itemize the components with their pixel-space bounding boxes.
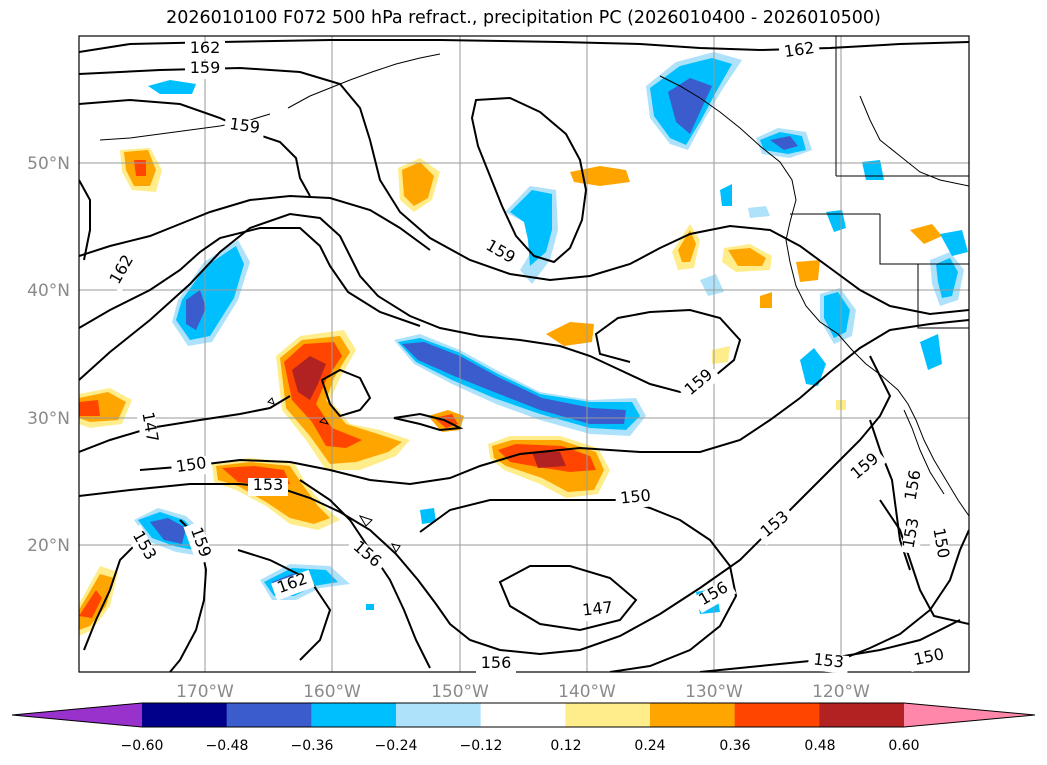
coast-alaska-peninsula xyxy=(287,53,441,109)
hawaiian-islands xyxy=(267,397,401,553)
shade-negative-southwest xyxy=(134,508,206,556)
contour-edge-west xyxy=(79,179,91,261)
colorbar-tick-label: 0.36 xyxy=(719,738,750,754)
colorbar-segment xyxy=(480,703,566,727)
colorbar-tick-label: 0.12 xyxy=(550,738,581,754)
map-title: 2026010100 F072 500 hPa refract., precip… xyxy=(166,8,881,28)
contour-label: 153 xyxy=(812,649,844,671)
contour-156-east xyxy=(879,499,969,625)
colorbar-segment xyxy=(226,703,312,727)
lon-tick-label: 130°W xyxy=(685,682,743,702)
colorbar-labels: −0.60 −0.48 −0.36 −0.24 −0.12 0.12 0.24 … xyxy=(121,738,920,754)
contour-150-center xyxy=(139,319,969,486)
coast-baja xyxy=(903,409,945,495)
colorbar-tick-label: 0.24 xyxy=(634,738,665,754)
lon-tick-label: 140°W xyxy=(558,682,616,702)
lat-tick-label: 40°N xyxy=(27,281,70,301)
colorbar-segment xyxy=(819,703,905,727)
contour-162-southwest xyxy=(237,549,332,661)
colorbar-segment xyxy=(650,703,736,727)
lat-tick-label: 30°N xyxy=(27,409,70,429)
colorbar-segment xyxy=(565,703,651,727)
colorbar-segment xyxy=(142,703,228,727)
colorbar-tick-label: −0.24 xyxy=(375,738,418,754)
contour-159-closed-north xyxy=(470,96,588,264)
lon-tick-label: 170°W xyxy=(176,682,234,702)
colorbar xyxy=(11,702,1036,728)
contour-159-east xyxy=(869,419,911,571)
contour-label: 147 xyxy=(581,597,613,619)
contour-closed-center xyxy=(320,368,372,418)
contour-small-closed xyxy=(393,412,464,432)
colorbar-tick-label: 0.60 xyxy=(888,738,919,754)
contour-label: 156 xyxy=(481,653,512,672)
contour-162-west xyxy=(79,212,742,394)
colorbar-outline xyxy=(11,702,1036,728)
lon-tick-label: 160°W xyxy=(303,682,361,702)
colorbar-segment xyxy=(734,703,820,727)
map-border xyxy=(78,35,970,673)
contour-label: 159 xyxy=(190,58,221,77)
contour-labels: 162 159 159 162 159 162 147 150 153 159 … xyxy=(105,38,953,675)
contour-label: 159 xyxy=(228,114,261,137)
contour-153-south xyxy=(79,355,892,656)
colorbar-tick-label: −0.36 xyxy=(291,738,334,754)
contour-label: 162 xyxy=(783,38,816,61)
contour-label: 153 xyxy=(253,475,284,494)
contour-147-west xyxy=(79,395,291,453)
colorbar-segment xyxy=(311,703,397,727)
shade-bc-coast xyxy=(756,128,812,158)
contour-label: 150 xyxy=(619,485,651,507)
lat-tick-label: 20°N xyxy=(27,536,70,556)
coast-north-america xyxy=(659,75,969,517)
shade-gulf-of-alaska xyxy=(646,52,742,150)
contour-150-south xyxy=(419,499,738,672)
shade-north-blob xyxy=(148,80,196,94)
contour-153-southeast xyxy=(699,619,961,672)
coastlines xyxy=(99,36,969,553)
lat-tick-label: 50°N xyxy=(27,154,70,174)
colorbar-extend-min xyxy=(12,703,142,727)
shade-west-negative xyxy=(172,240,250,346)
contour-153-southwest xyxy=(83,539,141,651)
colorbar-tick-label: −0.48 xyxy=(206,738,249,754)
map-panel xyxy=(79,36,969,672)
contour-label: 162 xyxy=(190,38,221,57)
contour-159-north xyxy=(79,66,969,316)
precip-shading xyxy=(79,52,968,636)
contour-162-secondary xyxy=(79,227,421,329)
colorbar-tick-label: −0.60 xyxy=(121,738,164,754)
colorbar-segment xyxy=(396,703,482,727)
colorbar-tick-label: −0.12 xyxy=(460,738,503,754)
shade-midnorth-positive xyxy=(398,158,440,212)
colorbar-extend-max xyxy=(904,703,1035,727)
contour-label: 150 xyxy=(175,453,208,476)
shade-small-positive-b xyxy=(546,322,594,346)
contour-162-upper xyxy=(79,194,431,257)
shade-big-positive-center xyxy=(276,330,410,470)
state-borders xyxy=(790,36,969,329)
lon-tick-label: 150°W xyxy=(431,682,489,702)
longitude-axis: 170°W 160°W 150°W 140°W 130°W 120°W xyxy=(176,682,870,702)
colorbar-tick-label: 0.48 xyxy=(804,738,835,754)
contour-147-closed-south xyxy=(498,565,638,632)
latitude-axis: 50°N 40°N 30°N 20°N xyxy=(27,154,70,556)
interior-border xyxy=(859,95,969,187)
shade-nw-positive xyxy=(120,148,162,192)
shade-long-negative-band xyxy=(394,334,646,436)
lon-tick-label: 120°W xyxy=(812,682,870,702)
